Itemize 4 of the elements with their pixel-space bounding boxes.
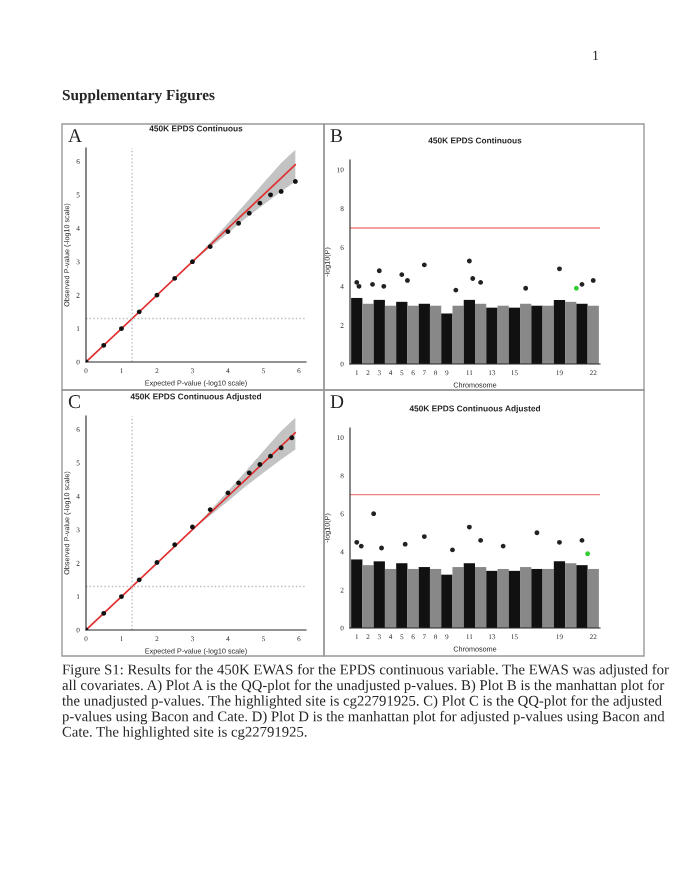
text: C (68, 395, 80, 409)
text: D (330, 395, 344, 409)
text: B (330, 129, 343, 143)
text: A (68, 129, 82, 142)
